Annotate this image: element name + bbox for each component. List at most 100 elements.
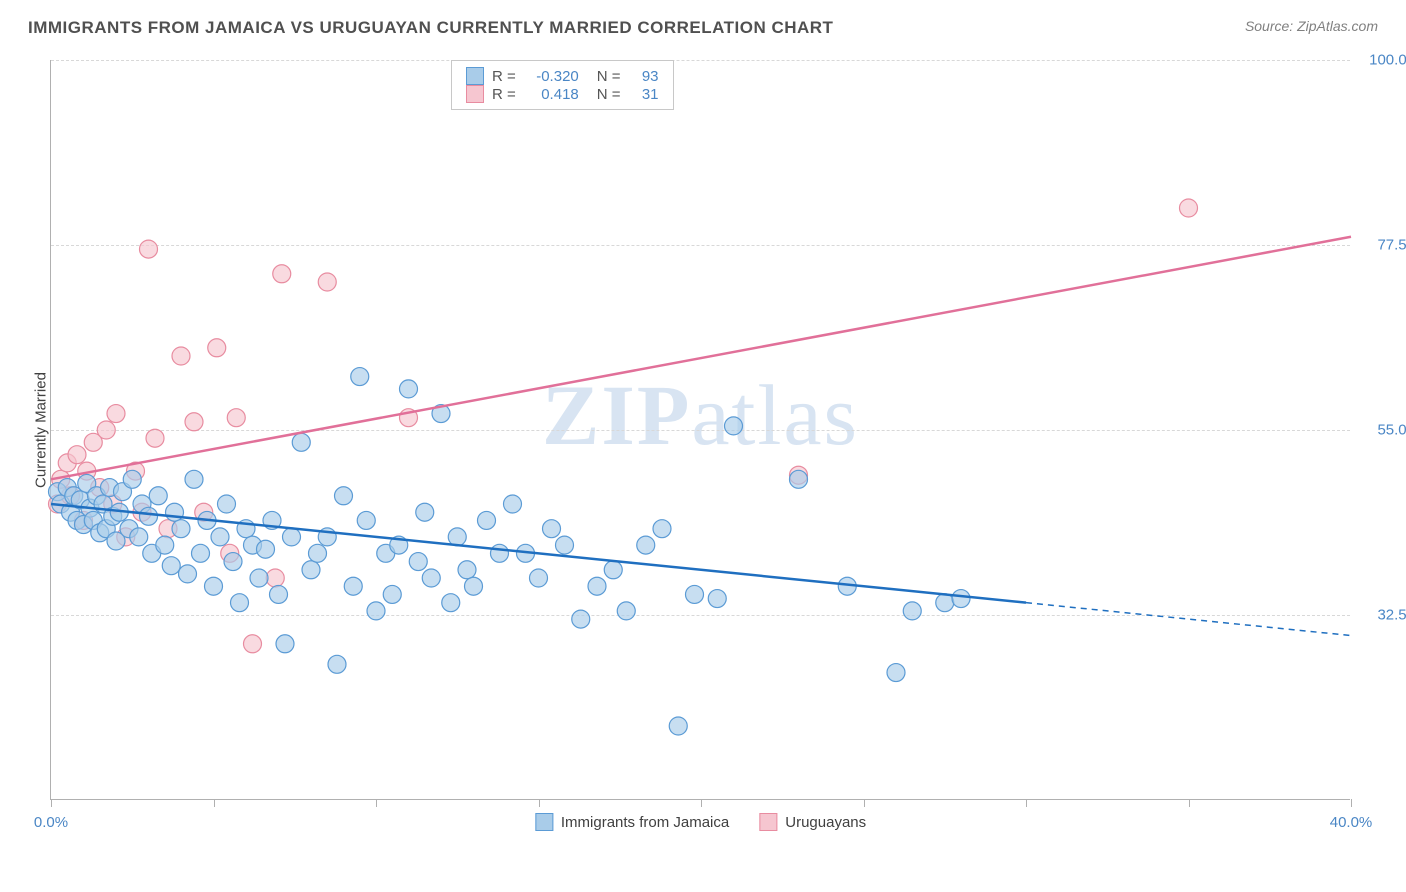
scatter-point-a <box>149 487 167 505</box>
x-tick <box>1351 799 1352 807</box>
scatter-plot-svg <box>51 60 1350 799</box>
scatter-point-b <box>68 446 86 464</box>
x-tick <box>376 799 377 807</box>
legend-r-value: 0.418 <box>524 86 579 103</box>
legend-swatch <box>466 85 484 103</box>
scatter-point-a <box>442 594 460 612</box>
scatter-point-a <box>465 577 483 595</box>
scatter-point-a <box>556 536 574 554</box>
scatter-point-a <box>686 585 704 603</box>
legend-n-value: 93 <box>629 68 659 85</box>
scatter-point-a <box>224 553 242 571</box>
scatter-point-a <box>409 553 427 571</box>
scatter-point-a <box>211 528 229 546</box>
scatter-point-a <box>218 495 236 513</box>
scatter-point-b <box>172 347 190 365</box>
correlation-legend: R =-0.320N =93R = 0.418N =31 <box>451 60 674 110</box>
legend-swatch <box>466 67 484 85</box>
scatter-point-a <box>250 569 268 587</box>
legend-n-label: N = <box>597 68 621 85</box>
x-tick <box>51 799 52 807</box>
chart-title: IMMIGRANTS FROM JAMAICA VS URUGUAYAN CUR… <box>28 18 833 38</box>
y-axis-label: Currently Married <box>33 372 50 488</box>
scatter-point-a <box>604 561 622 579</box>
scatter-point-b <box>244 635 262 653</box>
scatter-point-a <box>400 380 418 398</box>
scatter-point-a <box>357 511 375 529</box>
x-tick <box>1189 799 1190 807</box>
scatter-point-a <box>903 602 921 620</box>
scatter-point-a <box>179 565 197 583</box>
scatter-point-a <box>422 569 440 587</box>
scatter-point-a <box>458 561 476 579</box>
scatter-point-a <box>637 536 655 554</box>
scatter-point-a <box>166 503 184 521</box>
legend-row: R =-0.320N =93 <box>466 67 659 85</box>
scatter-point-a <box>478 511 496 529</box>
scatter-point-a <box>123 470 141 488</box>
legend-n-value: 31 <box>629 86 659 103</box>
scatter-point-a <box>130 528 148 546</box>
legend-n-label: N = <box>597 86 621 103</box>
scatter-point-a <box>344 577 362 595</box>
legend-swatch <box>535 813 553 831</box>
scatter-point-a <box>491 544 509 562</box>
scatter-point-a <box>172 520 190 538</box>
scatter-point-a <box>887 664 905 682</box>
legend-item: Uruguayans <box>759 813 866 831</box>
x-tick <box>1026 799 1027 807</box>
scatter-point-a <box>383 585 401 603</box>
scatter-point-a <box>140 507 158 525</box>
x-tick-label-end: 40.0% <box>1330 814 1373 831</box>
scatter-point-a <box>936 594 954 612</box>
scatter-point-a <box>725 417 743 435</box>
scatter-point-b <box>266 569 284 587</box>
scatter-point-a <box>790 470 808 488</box>
scatter-point-b <box>1180 199 1198 217</box>
scatter-point-a <box>952 590 970 608</box>
scatter-point-b <box>185 413 203 431</box>
scatter-point-a <box>335 487 353 505</box>
chart-plot-area: Currently Married ZIPatlas 100.0%77.5%55… <box>50 60 1350 800</box>
legend-label: Uruguayans <box>785 814 866 831</box>
scatter-point-a <box>292 433 310 451</box>
source-name: ZipAtlas.com <box>1297 18 1378 34</box>
legend-item: Immigrants from Jamaica <box>535 813 729 831</box>
x-tick <box>701 799 702 807</box>
scatter-point-a <box>302 561 320 579</box>
scatter-point-a <box>270 585 288 603</box>
scatter-point-a <box>572 610 590 628</box>
scatter-point-b <box>273 265 291 283</box>
scatter-point-a <box>588 577 606 595</box>
series-legend: Immigrants from Jamaica Uruguayans <box>535 813 866 831</box>
scatter-point-a <box>669 717 687 735</box>
scatter-point-b <box>97 421 115 439</box>
scatter-point-a <box>708 590 726 608</box>
scatter-point-a <box>162 557 180 575</box>
x-tick <box>864 799 865 807</box>
x-tick-label-start: 0.0% <box>34 814 68 831</box>
scatter-point-a <box>205 577 223 595</box>
scatter-point-a <box>504 495 522 513</box>
scatter-point-a <box>653 520 671 538</box>
y-tick-label: 100.0% <box>1360 52 1406 69</box>
scatter-point-a <box>416 503 434 521</box>
legend-label: Immigrants from Jamaica <box>561 814 729 831</box>
scatter-point-a <box>276 635 294 653</box>
y-tick-label: 77.5% <box>1360 237 1406 254</box>
scatter-point-a <box>192 544 210 562</box>
scatter-point-b <box>208 339 226 357</box>
scatter-point-a <box>543 520 561 538</box>
legend-r-label: R = <box>492 68 516 85</box>
legend-swatch <box>759 813 777 831</box>
scatter-point-b <box>107 405 125 423</box>
scatter-point-a <box>448 528 466 546</box>
source-attribution: Source: ZipAtlas.com <box>1245 18 1378 34</box>
scatter-point-a <box>185 470 203 488</box>
scatter-point-a <box>530 569 548 587</box>
scatter-point-a <box>351 368 369 386</box>
y-tick-label: 32.5% <box>1360 607 1406 624</box>
source-label: Source: <box>1245 18 1297 34</box>
scatter-point-a <box>617 602 635 620</box>
scatter-point-b <box>318 273 336 291</box>
